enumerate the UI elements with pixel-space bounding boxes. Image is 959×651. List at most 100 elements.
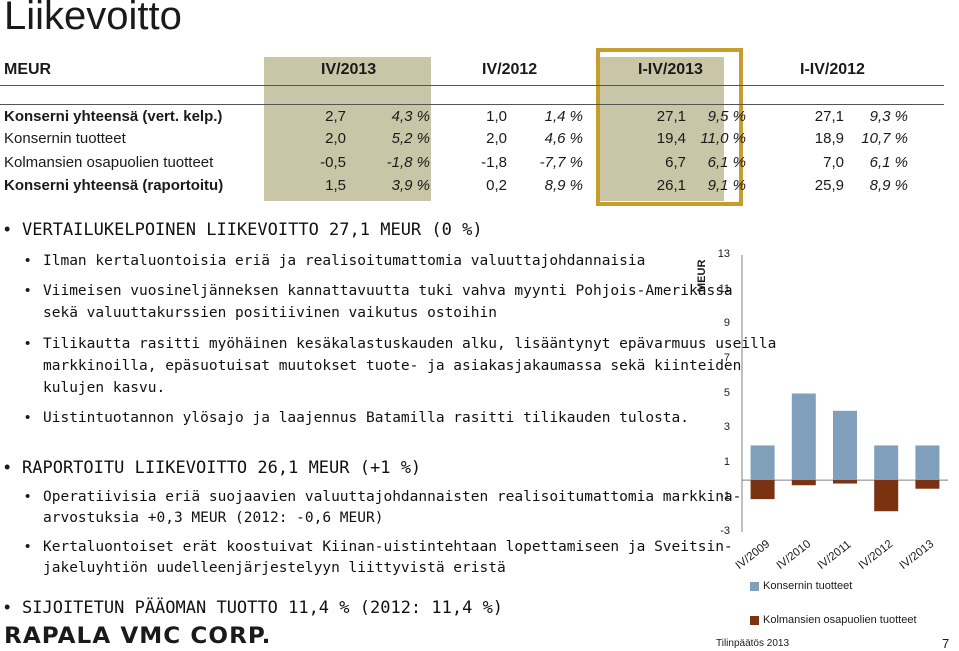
table-cell: 25,9 [814, 177, 844, 194]
table-cell: 26,1 [656, 177, 686, 194]
y-tick-label: -1 [720, 490, 730, 503]
table-cell: 2,0 [325, 130, 346, 147]
legend-label: Kolmansien osapuolien tuotteet [763, 614, 917, 626]
bullet-text: Viimeisen vuosineljänneksen kannattavuut… [43, 283, 733, 299]
bullet-text: Tilikautta rasitti myöhäinen kesäkalastu… [43, 336, 777, 352]
bullet-text: SIJOITETUN PÄÄOMAN TUOTTO 11,4 % (2012: … [22, 598, 504, 618]
bar-konsernin-2 [833, 410, 857, 481]
highlight-box [596, 48, 743, 206]
table-cell: 27,1 [814, 108, 844, 125]
table-cell: 19,4 [656, 130, 686, 147]
bullet-text: jakeluyhtiön uudelleenjärjestelyyn liitt… [43, 560, 506, 576]
table-cell: -1,8 [481, 154, 507, 171]
x-tick-label: IV/2011 [815, 538, 854, 572]
table-cell: -0,5 [320, 154, 346, 171]
table-cell: 9,3 % [869, 108, 908, 125]
x-tick-label: IV/2010 [774, 538, 814, 572]
table-top-rule [0, 85, 944, 86]
bullet-icon: • [25, 409, 31, 426]
chart-ylabel: MEUR [696, 259, 708, 292]
bar-kolmansien-2 [833, 480, 857, 484]
legend-swatch [750, 582, 759, 591]
bullet-icon: • [25, 335, 31, 352]
bar-konsernin-4 [915, 445, 940, 481]
bullet-icon: • [25, 488, 31, 505]
y-tick-label: 11 [718, 282, 730, 295]
table-cell: -1,8 % [386, 154, 430, 171]
x-tick-label: IV/2012 [856, 538, 896, 572]
bullet-text: arvostuksia +0,3 MEUR (2012: -0,6 MEUR) [43, 510, 384, 526]
x-tick-label: IV/2009 [733, 538, 772, 572]
table-cell: 1,5 [325, 177, 346, 194]
bullet-icon: • [25, 282, 31, 299]
table-cell: 27,1 [656, 108, 686, 125]
table-cell: 9,5 % [707, 108, 746, 125]
table-row-label: Konserni yhteensä (vert. kelp.) [4, 108, 223, 125]
table-cell: 9,1 % [707, 177, 746, 194]
company-logo: RAPALA VMC CORP. [4, 624, 272, 649]
bar-kolmansien-1 [791, 480, 816, 486]
legend-label: Konsernin tuotteet [763, 580, 853, 592]
bar-konsernin-1 [791, 393, 816, 481]
bullet-text: RAPORTOITU LIIKEVOITTO 26,1 MEUR (+1 %) [22, 458, 422, 478]
y-tick-label: 1 [723, 455, 730, 468]
x-tick-label: IV/2013 [898, 538, 937, 572]
table-mid-rule [0, 104, 944, 105]
table-cell: 6,1 % [869, 154, 908, 171]
bullet-icon: • [4, 219, 11, 239]
bar-kolmansien-4 [915, 480, 940, 489]
table-cell: 6,7 [665, 154, 686, 171]
bar-kolmansien-3 [874, 480, 899, 512]
bullet-text: VERTAILUKELPOINEN LIIKEVOITTO 27,1 MEUR … [22, 220, 483, 240]
table-cell: 6,1 % [707, 154, 746, 171]
table-cell: 3,9 % [391, 177, 430, 194]
table-cell: 4,6 % [544, 130, 583, 147]
bullet-text: kulujen kasvu. [43, 380, 166, 396]
table-cell: 10,7 % [861, 130, 908, 147]
bullet-text: Operatiivisia eriä suojaavien valuuttajo… [43, 489, 742, 505]
table-cell: 4,3 % [391, 108, 430, 125]
bullet-icon: • [25, 538, 31, 555]
bullet-icon: • [25, 252, 31, 269]
table-row-label: Kolmansien osapuolien tuotteet [4, 154, 214, 171]
bullet-text: Uistintuotannon ylösajo ja laajennus Bat… [43, 410, 690, 426]
unit-header: MEUR [4, 61, 52, 78]
legend-swatch [750, 616, 759, 625]
table-cell: 8,9 % [869, 177, 908, 194]
col-header-2: IV/2012 [482, 61, 538, 78]
column-band-y [600, 57, 724, 201]
bullet-text: sekä valuuttakurssien positiivinen vaiku… [43, 305, 497, 321]
table-row-label: Konsernin tuotteet [4, 130, 126, 147]
table-row-label: Konserni yhteensä (raportoitu) [4, 177, 224, 194]
bullet-icon: • [4, 597, 11, 617]
y-tick-label: 5 [723, 386, 730, 399]
table-cell: 18,9 [814, 130, 844, 147]
y-tick-label: -3 [720, 525, 730, 537]
bullet-text: Ilman kertaluontoisia eriä ja realisoitu… [43, 253, 646, 269]
column-band-q [264, 57, 431, 201]
page-number: 7 [942, 636, 950, 651]
col-header-1: IV/2013 [321, 61, 377, 78]
bullet-text: Kertaluontoiset erät koostuivat Kiinan-u… [43, 539, 733, 555]
col-header-3: I-IV/2013 [638, 61, 703, 78]
footer-text: Tilinpäätös 2013 [716, 638, 790, 649]
y-tick-label: 13 [717, 248, 730, 260]
y-tick-label: 3 [723, 421, 730, 434]
table-cell: 5,2 % [391, 130, 430, 147]
table-cell: 1,4 % [544, 108, 583, 125]
bar-kolmansien-0 [750, 480, 775, 500]
table-cell: -7,7 % [539, 154, 583, 171]
bar-konsernin-0 [750, 445, 775, 481]
y-tick-label: 9 [723, 317, 730, 330]
table-cell: 0,2 [486, 177, 507, 194]
bullet-icon: • [4, 457, 11, 477]
bullet-text: markkinoilla, epäsuotuisat muutokset tuo… [43, 358, 742, 374]
y-tick-label: 7 [723, 351, 730, 364]
table-cell: 11,0 % [700, 130, 746, 147]
table-cell: 2,0 [486, 130, 507, 147]
bar-konsernin-3 [874, 445, 899, 481]
table-cell: 1,0 [486, 108, 507, 125]
page-title: Liikevoitto [4, 0, 182, 38]
col-header-4: I-IV/2012 [800, 61, 865, 78]
table-cell: 7,0 [823, 154, 844, 171]
